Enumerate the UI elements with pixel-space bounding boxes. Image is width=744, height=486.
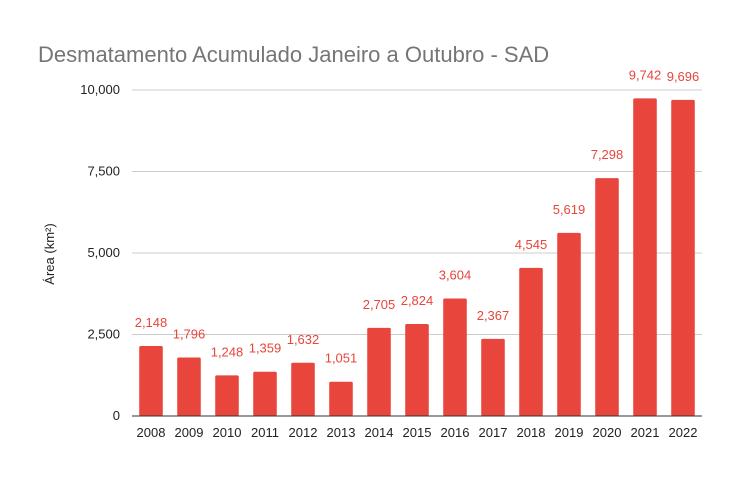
bar-2016 <box>443 298 467 416</box>
bar-2008 <box>139 345 163 416</box>
bar-2018 <box>519 267 543 416</box>
x-tick-label: 2009 <box>175 425 204 440</box>
bar-2020 <box>595 178 619 416</box>
bar-2014 <box>367 327 391 416</box>
data-label-2020: 7,298 <box>591 147 624 162</box>
data-label-2021: 9,742 <box>629 67 662 82</box>
data-label-2015: 2,824 <box>401 293 434 308</box>
data-label-2013: 1,051 <box>325 351 358 366</box>
x-tick-label: 2013 <box>327 425 356 440</box>
bar-2011 <box>253 371 277 416</box>
x-tick-label: 2020 <box>593 425 622 440</box>
data-label-2010: 1,248 <box>211 344 244 359</box>
data-labels: 2,148 1,796 1,248 1,359 1,632 1,051 2,705 2,824… <box>135 67 700 365</box>
x-tick-label: 2021 <box>631 425 660 440</box>
bar-2019 <box>557 232 581 416</box>
bar-2022 <box>671 99 695 416</box>
data-label-2009: 1,796 <box>173 326 206 341</box>
chart-title: Desmatamento Acumulado Janeiro a Outubro… <box>38 42 549 67</box>
x-tick-label: 2015 <box>403 425 432 440</box>
x-axis-ticks: 2008 2009 2010 2011 2012 2013 2014 2015 2016 2017… <box>137 425 698 440</box>
bar-2012 <box>291 362 315 416</box>
bar-2015 <box>405 323 429 416</box>
data-label-2014: 2,705 <box>363 297 396 312</box>
y-tick-label: 5,000 <box>87 245 120 260</box>
bar-2013 <box>329 381 353 416</box>
y-tick-label: 2,500 <box>87 327 120 342</box>
bar-2010 <box>215 375 239 416</box>
x-tick-label: 2011 <box>251 425 279 440</box>
y-axis-label: Área (km²) <box>42 223 57 284</box>
data-label-2016: 3,604 <box>439 268 472 283</box>
y-axis-ticks: 0 2,500 5,000 7,500 10,000 <box>80 82 120 423</box>
x-tick-label: 2019 <box>555 425 584 440</box>
x-tick-label: 2022 <box>669 425 698 440</box>
data-label-2022: 9,696 <box>667 69 700 84</box>
bar-2017 <box>481 338 505 416</box>
bar-2009 <box>177 357 201 416</box>
data-label-2011: 1,359 <box>249 341 282 356</box>
x-tick-label: 2010 <box>213 425 242 440</box>
x-tick-label: 2008 <box>137 425 166 440</box>
x-tick-label: 2017 <box>479 425 508 440</box>
x-tick-label: 2016 <box>441 425 470 440</box>
data-label-2017: 2,367 <box>477 308 510 323</box>
data-label-2018: 4,545 <box>515 237 548 252</box>
x-tick-label: 2018 <box>517 425 546 440</box>
x-tick-label: 2012 <box>289 425 318 440</box>
data-label-2008: 2,148 <box>135 315 168 330</box>
bar-2021 <box>633 98 657 416</box>
y-tick-label: 7,500 <box>87 164 120 179</box>
y-tick-label: 10,000 <box>80 82 120 97</box>
bars <box>139 98 695 416</box>
data-label-2012: 1,632 <box>287 332 320 347</box>
data-label-2019: 5,619 <box>553 202 586 217</box>
x-tick-label: 2014 <box>365 425 394 440</box>
y-tick-label: 0 <box>113 408 120 423</box>
